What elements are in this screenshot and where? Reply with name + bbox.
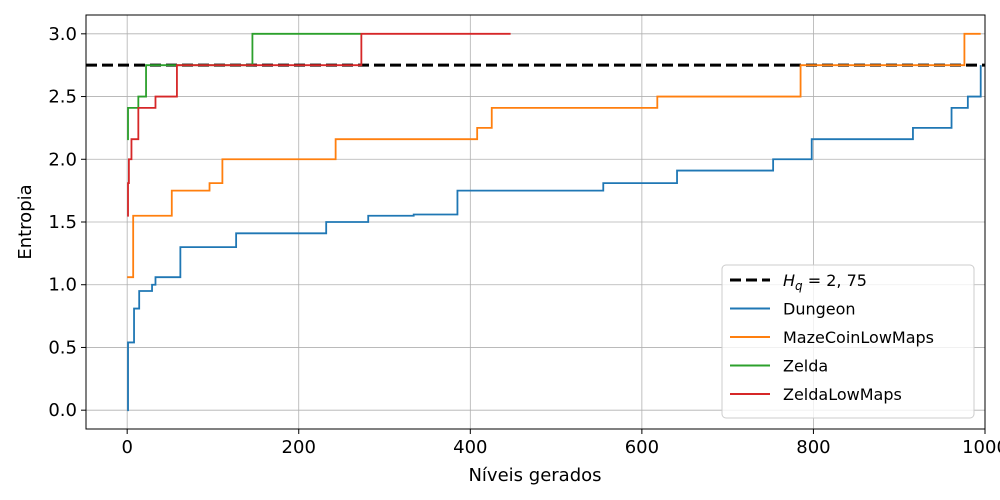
series-line-dungeon <box>127 65 982 412</box>
y-tick-label: 2.0 <box>48 149 77 170</box>
y-tick-label: 0.0 <box>48 400 77 421</box>
x-axis-label: Níveis gerados <box>468 465 601 486</box>
axes <box>81 14 986 434</box>
y-tick-label: 1.0 <box>48 275 77 296</box>
legend-label-zelda: Zelda <box>783 357 828 376</box>
y-axis-label: Entropia <box>15 184 36 259</box>
legend-label-hq: Hq = 2, 75 <box>783 271 867 293</box>
y-tick-label: 2.5 <box>48 87 77 108</box>
x-tick-label: 600 <box>625 437 659 458</box>
y-tick-label: 3.0 <box>48 24 77 45</box>
x-tick-label: 800 <box>796 437 830 458</box>
legend: Hq = 2, 75 Dungeon MazeCoinLowMaps Zelda Zel… <box>721 264 975 419</box>
y-tick-label: 0.5 <box>48 337 77 358</box>
legend-label-mazecoinlowmaps: MazeCoinLowMaps <box>783 328 934 347</box>
series-line-zeldalowmaps <box>127 32 511 217</box>
legend-label-dungeon: Dungeon <box>783 300 856 319</box>
x-tick-label: 0 <box>121 437 132 458</box>
legend-label-zeldalowmaps: ZeldaLowMaps <box>783 385 902 404</box>
legend-frame <box>721 264 975 419</box>
x-tick-label: 400 <box>453 437 487 458</box>
series-line-mazecoinlowmaps <box>127 32 981 279</box>
plot-frame <box>85 14 986 430</box>
series-line-zelda <box>127 32 361 141</box>
series-layer <box>127 32 982 412</box>
y-tick-label: 1.5 <box>48 212 77 233</box>
legend-items: Hq = 2, 75 Dungeon MazeCoinLowMaps Zelda Zel… <box>730 271 934 404</box>
x-tick-label: 200 <box>282 437 316 458</box>
